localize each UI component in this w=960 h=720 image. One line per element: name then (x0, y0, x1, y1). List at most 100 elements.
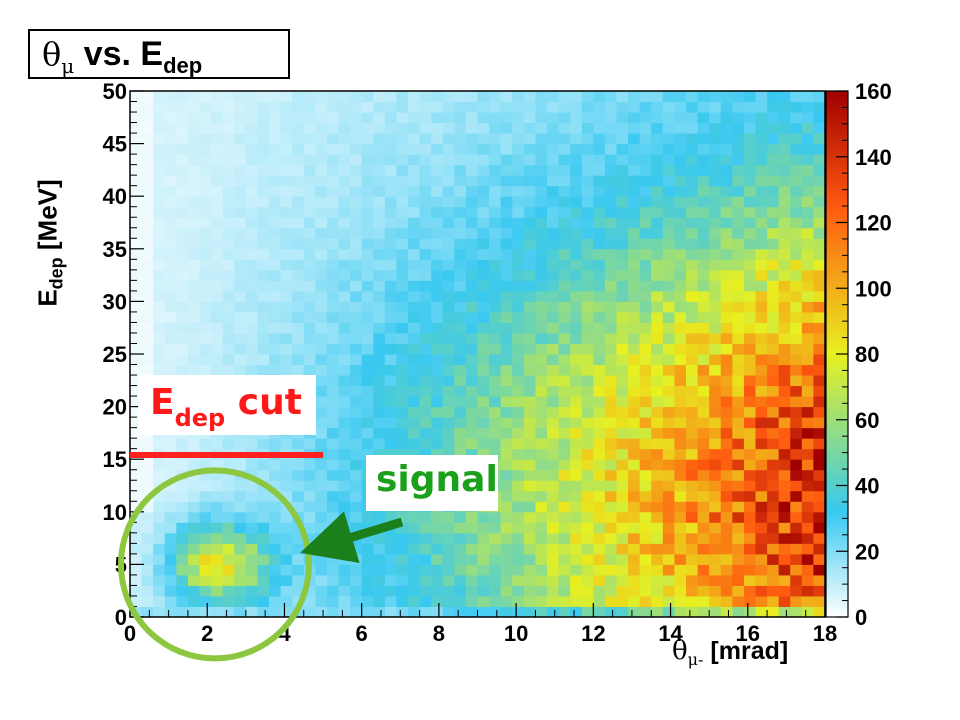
heatmap-cell (187, 332, 200, 344)
heatmap-cell (616, 164, 629, 176)
heatmap-cell (489, 175, 502, 187)
heatmap-cell (477, 227, 490, 239)
heatmap-cell (755, 206, 768, 218)
heatmap-cell (280, 91, 293, 103)
heatmap-cell (350, 396, 363, 408)
heatmap-cell (315, 469, 328, 481)
heatmap-cell (778, 553, 791, 565)
heatmap-cell (153, 185, 166, 197)
heatmap-cell (153, 112, 166, 124)
heatmap-cell (570, 206, 583, 218)
heatmap-cell (535, 606, 548, 618)
heatmap-cell (303, 175, 316, 187)
heatmap-cell (176, 112, 189, 124)
heatmap-cell (269, 122, 282, 134)
heatmap-cell (164, 248, 177, 260)
heatmap-cell (465, 122, 478, 134)
heatmap-cell (697, 385, 710, 397)
heatmap-cell (662, 606, 675, 618)
heatmap-cell (512, 217, 525, 229)
heatmap-cell (292, 543, 305, 555)
heatmap-cell (350, 501, 363, 513)
heatmap-cell (465, 343, 478, 355)
heatmap-cell (801, 238, 814, 250)
heatmap-cell (199, 480, 212, 492)
heatmap-cell (697, 522, 710, 534)
heatmap-cell (431, 269, 444, 281)
heatmap-cell (535, 238, 548, 250)
heatmap-cell (581, 269, 594, 281)
heatmap-cell (408, 532, 421, 544)
heatmap-cell (651, 532, 664, 544)
heatmap-cell (674, 396, 687, 408)
heatmap-cell (674, 259, 687, 271)
heatmap-cell (651, 101, 664, 113)
heatmap-cell (801, 311, 814, 323)
heatmap-cell (361, 448, 374, 460)
heatmap-cell (709, 154, 722, 166)
heatmap-cell (523, 332, 536, 344)
heatmap-cell (326, 290, 339, 302)
heatmap-cell (269, 143, 282, 155)
heatmap-cell (222, 175, 235, 187)
heatmap-cell (315, 227, 328, 239)
heatmap-cell (315, 543, 328, 555)
heatmap-cell (755, 290, 768, 302)
heatmap-cell (512, 101, 525, 113)
heatmap-cell (709, 364, 722, 376)
heatmap-cell (732, 606, 745, 618)
heatmap-cell (153, 217, 166, 229)
heatmap-cell (350, 280, 363, 292)
heatmap-cell (593, 280, 606, 292)
heatmap-cell (245, 511, 258, 523)
heatmap-cell (176, 290, 189, 302)
heatmap-cell (581, 427, 594, 439)
heatmap-cell (338, 585, 351, 597)
heatmap-cell (176, 259, 189, 271)
heatmap-cell (489, 112, 502, 124)
heatmap-cell (419, 154, 432, 166)
heatmap-cell (211, 154, 224, 166)
heatmap-cell (280, 354, 293, 366)
heatmap-cell (639, 133, 652, 145)
heatmap-cell (790, 595, 803, 607)
heatmap-cell (442, 175, 455, 187)
heatmap-cell (813, 248, 826, 260)
heatmap-cell (628, 301, 641, 313)
z-tick-label: 60 (855, 408, 879, 433)
heatmap-cell (662, 501, 675, 513)
heatmap-cell (199, 522, 212, 534)
heatmap-cell (292, 469, 305, 481)
heatmap-cell (500, 311, 513, 323)
heatmap-cell (303, 438, 316, 450)
heatmap-cell (350, 322, 363, 334)
heatmap-cell (315, 154, 328, 166)
heatmap-cell (639, 543, 652, 555)
heatmap-cell (813, 574, 826, 586)
heatmap-cell (442, 206, 455, 218)
heatmap-cell (813, 343, 826, 355)
heatmap-cell (326, 606, 339, 618)
heatmap-cell (778, 448, 791, 460)
heatmap-cell (558, 206, 571, 218)
heatmap-cell (477, 101, 490, 113)
heatmap-cell (326, 206, 339, 218)
heatmap-cell (616, 269, 629, 281)
heatmap-cell (743, 490, 756, 502)
heatmap-cell (790, 543, 803, 555)
heatmap-cell (720, 280, 733, 292)
heatmap-cell (767, 227, 780, 239)
heatmap-cell (176, 501, 189, 513)
heatmap-cell (234, 206, 247, 218)
heatmap-cell (292, 143, 305, 155)
heatmap-cell (315, 522, 328, 534)
heatmap-cell (813, 238, 826, 250)
heatmap-cell (593, 290, 606, 302)
heatmap-cell (326, 101, 339, 113)
heatmap-cell (338, 301, 351, 313)
heatmap-cell (303, 101, 316, 113)
heatmap-cell (535, 543, 548, 555)
heatmap-cell (477, 522, 490, 534)
heatmap-cell (489, 122, 502, 134)
heatmap-cell (442, 511, 455, 523)
